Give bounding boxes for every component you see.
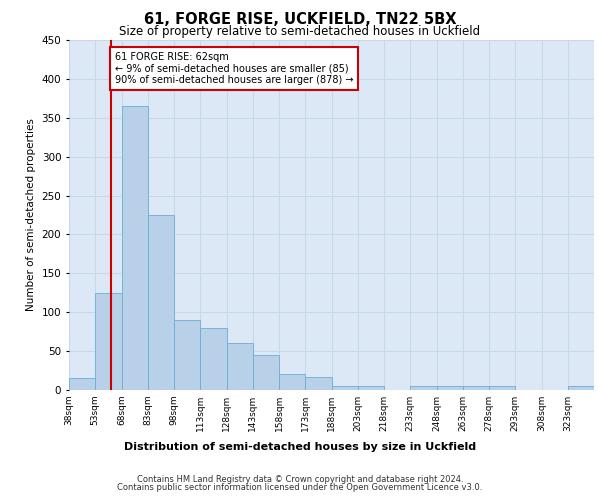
- Text: Contains public sector information licensed under the Open Government Licence v3: Contains public sector information licen…: [118, 483, 482, 492]
- Text: Size of property relative to semi-detached houses in Uckfield: Size of property relative to semi-detach…: [119, 25, 481, 38]
- Bar: [437, 386, 463, 390]
- Text: Contains HM Land Registry data © Crown copyright and database right 2024.: Contains HM Land Registry data © Crown c…: [137, 475, 463, 484]
- Bar: [332, 386, 358, 390]
- Bar: [358, 386, 384, 390]
- Y-axis label: Number of semi-detached properties: Number of semi-detached properties: [26, 118, 36, 312]
- Bar: [122, 106, 148, 390]
- Bar: [410, 386, 437, 390]
- Bar: [568, 386, 594, 390]
- Bar: [305, 377, 332, 390]
- Bar: [95, 293, 122, 390]
- Bar: [148, 215, 174, 390]
- Bar: [489, 386, 515, 390]
- Bar: [463, 386, 489, 390]
- Text: 61, FORGE RISE, UCKFIELD, TN22 5BX: 61, FORGE RISE, UCKFIELD, TN22 5BX: [144, 12, 456, 28]
- Bar: [227, 344, 253, 390]
- Bar: [279, 374, 305, 390]
- Text: 61 FORGE RISE: 62sqm
← 9% of semi-detached houses are smaller (85)
90% of semi-d: 61 FORGE RISE: 62sqm ← 9% of semi-detach…: [115, 52, 353, 85]
- Bar: [200, 328, 227, 390]
- Bar: [174, 320, 200, 390]
- Bar: [253, 355, 279, 390]
- Text: Distribution of semi-detached houses by size in Uckfield: Distribution of semi-detached houses by …: [124, 442, 476, 452]
- Bar: [69, 378, 95, 390]
